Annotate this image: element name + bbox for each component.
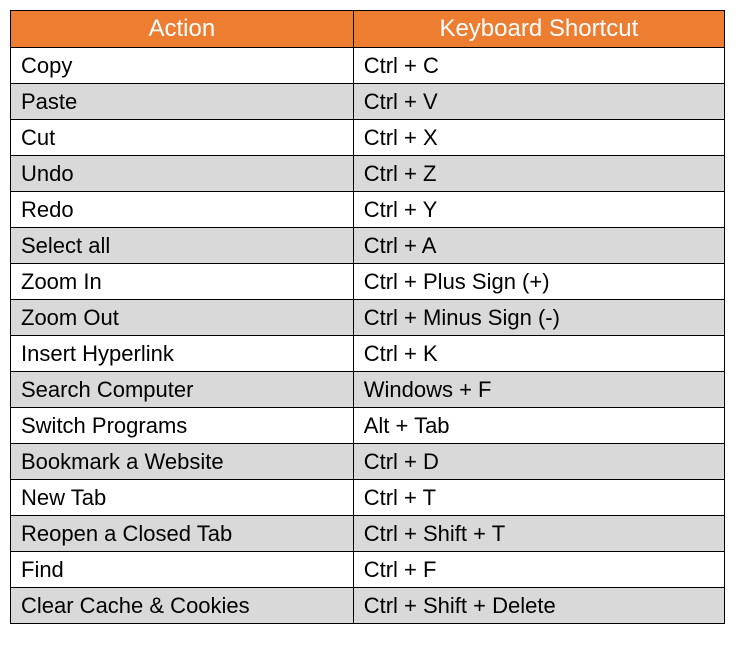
cell-action: Undo bbox=[11, 156, 354, 192]
cell-action: Bookmark a Website bbox=[11, 444, 354, 480]
table-row: Zoom OutCtrl + Minus Sign (-) bbox=[11, 300, 725, 336]
table-row: Bookmark a WebsiteCtrl + D bbox=[11, 444, 725, 480]
cell-action: Reopen a Closed Tab bbox=[11, 516, 354, 552]
cell-shortcut: Ctrl + Shift + T bbox=[353, 516, 724, 552]
cell-action: New Tab bbox=[11, 480, 354, 516]
cell-action: Cut bbox=[11, 120, 354, 156]
cell-action: Switch Programs bbox=[11, 408, 354, 444]
cell-shortcut: Windows + F bbox=[353, 372, 724, 408]
cell-shortcut: Ctrl + D bbox=[353, 444, 724, 480]
cell-action: Find bbox=[11, 552, 354, 588]
column-header-shortcut: Keyboard Shortcut bbox=[353, 11, 724, 48]
cell-shortcut: Ctrl + X bbox=[353, 120, 724, 156]
cell-action: Select all bbox=[11, 228, 354, 264]
table-row: CutCtrl + X bbox=[11, 120, 725, 156]
cell-shortcut: Ctrl + Y bbox=[353, 192, 724, 228]
table-row: Zoom InCtrl + Plus Sign (+) bbox=[11, 264, 725, 300]
table-row: Select allCtrl + A bbox=[11, 228, 725, 264]
table-row: UndoCtrl + Z bbox=[11, 156, 725, 192]
table-row: Clear Cache & CookiesCtrl + Shift + Dele… bbox=[11, 588, 725, 624]
column-header-action: Action bbox=[11, 11, 354, 48]
table-row: CopyCtrl + C bbox=[11, 48, 725, 84]
cell-shortcut: Ctrl + F bbox=[353, 552, 724, 588]
table-row: Reopen a Closed TabCtrl + Shift + T bbox=[11, 516, 725, 552]
cell-action: Zoom Out bbox=[11, 300, 354, 336]
cell-action: Paste bbox=[11, 84, 354, 120]
cell-shortcut: Alt + Tab bbox=[353, 408, 724, 444]
table-header-row: Action Keyboard Shortcut bbox=[11, 11, 725, 48]
cell-action: Redo bbox=[11, 192, 354, 228]
cell-shortcut: Ctrl + A bbox=[353, 228, 724, 264]
table-row: Search ComputerWindows + F bbox=[11, 372, 725, 408]
table-row: PasteCtrl + V bbox=[11, 84, 725, 120]
table-row: Switch ProgramsAlt + Tab bbox=[11, 408, 725, 444]
cell-action: Insert Hyperlink bbox=[11, 336, 354, 372]
table-body: CopyCtrl + CPasteCtrl + VCutCtrl + XUndo… bbox=[11, 48, 725, 624]
cell-shortcut: Ctrl + Plus Sign (+) bbox=[353, 264, 724, 300]
cell-action: Search Computer bbox=[11, 372, 354, 408]
cell-shortcut: Ctrl + T bbox=[353, 480, 724, 516]
table-row: New TabCtrl + T bbox=[11, 480, 725, 516]
cell-shortcut: Ctrl + Shift + Delete bbox=[353, 588, 724, 624]
table-row: FindCtrl + F bbox=[11, 552, 725, 588]
cell-action: Zoom In bbox=[11, 264, 354, 300]
shortcuts-table: Action Keyboard Shortcut CopyCtrl + CPas… bbox=[10, 10, 725, 624]
cell-action: Copy bbox=[11, 48, 354, 84]
cell-shortcut: Ctrl + Z bbox=[353, 156, 724, 192]
table-row: RedoCtrl + Y bbox=[11, 192, 725, 228]
table-row: Insert HyperlinkCtrl + K bbox=[11, 336, 725, 372]
cell-shortcut: Ctrl + V bbox=[353, 84, 724, 120]
cell-action: Clear Cache & Cookies bbox=[11, 588, 354, 624]
cell-shortcut: Ctrl + C bbox=[353, 48, 724, 84]
cell-shortcut: Ctrl + Minus Sign (-) bbox=[353, 300, 724, 336]
cell-shortcut: Ctrl + K bbox=[353, 336, 724, 372]
